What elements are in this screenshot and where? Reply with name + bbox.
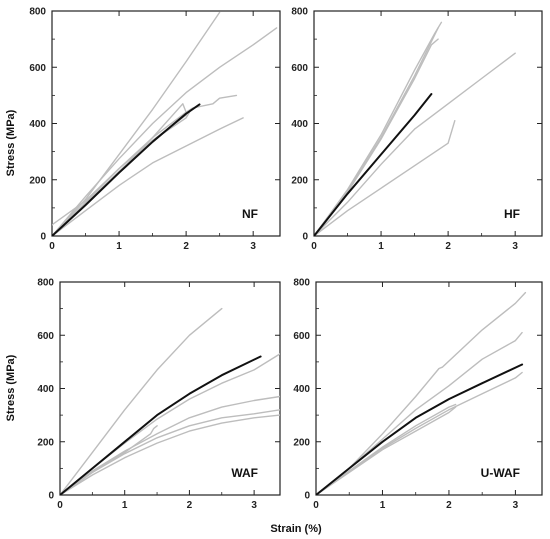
- panel-nf: 0 1 2 3 0 200 400 600 800 NF: [29, 7, 281, 252]
- y-tick-label: 400: [293, 384, 310, 395]
- specimen-curve: [316, 371, 523, 495]
- specimen-curve: [314, 38, 439, 236]
- x-tick-label: 1: [116, 241, 122, 252]
- x-tick-label: 0: [311, 241, 317, 252]
- x-tick-label: 0: [57, 500, 63, 511]
- average-curve: [316, 363, 524, 495]
- y-tick-label: 0: [48, 491, 54, 502]
- panel-u-waf: 0 1 2 3 0 200 400 600 800 U-WAF: [293, 278, 543, 511]
- series-group: [52, 11, 278, 236]
- x-axis-label: Strain (%): [270, 523, 322, 535]
- specimen-curve: [52, 11, 221, 236]
- y-tick-label: 0: [302, 232, 308, 243]
- panel-label: U-WAF: [481, 466, 520, 480]
- x-tick-label: 1: [380, 500, 386, 511]
- y-axis-label-bottom: Stress (MPa): [5, 354, 17, 421]
- y-tick-label: 600: [293, 331, 310, 342]
- x-tick-label: 3: [250, 241, 256, 252]
- y-tick-label: 400: [291, 119, 308, 130]
- specimen-curve: [316, 406, 457, 495]
- series-group: [316, 291, 527, 495]
- specimen-curve: [314, 27, 439, 236]
- series-group: [314, 21, 516, 236]
- specimen-curve: [60, 395, 280, 495]
- y-tick-label: 200: [293, 437, 310, 448]
- y-tick-label: 600: [37, 331, 54, 342]
- y-tick-label: 400: [29, 119, 46, 130]
- average-curve: [314, 93, 433, 236]
- x-tick-label: 0: [49, 241, 55, 252]
- x-tick-label: 2: [446, 500, 452, 511]
- y-tick-label: 200: [291, 175, 308, 186]
- specimen-curve: [52, 27, 278, 236]
- y-tick-label: 200: [37, 437, 54, 448]
- y-tick-label: 800: [37, 278, 54, 289]
- panel-hf: 0 1 2 3 0 200 400 600 800 HF: [291, 7, 543, 252]
- x-tick-label: 1: [378, 241, 384, 252]
- average-curve: [52, 103, 201, 236]
- y-tick-label: 800: [291, 7, 308, 18]
- y-tick-label: 0: [40, 232, 46, 243]
- x-tick-label: 2: [445, 241, 451, 252]
- plot-frame: [59, 281, 281, 496]
- x-tick-label: 1: [122, 500, 128, 511]
- specimen-curve: [314, 52, 516, 236]
- x-tick-label: 3: [251, 500, 257, 511]
- specimen-curve: [60, 414, 280, 495]
- average-curve: [60, 355, 262, 495]
- panel-waf: 0 1 2 3 0 200 400 600 800 WAF: [37, 278, 281, 511]
- x-tick-label: 2: [187, 500, 193, 511]
- y-tick-label: 600: [291, 63, 308, 74]
- x-tick-label: 2: [183, 241, 189, 252]
- specimen-curve: [60, 425, 158, 495]
- y-tick-label: 800: [29, 7, 46, 18]
- specimen-curve: [52, 117, 244, 236]
- y-tick-label: 400: [37, 384, 54, 395]
- plot-frame: [315, 281, 543, 496]
- x-tick-label: 0: [313, 500, 319, 511]
- specimen-curve: [60, 307, 223, 495]
- x-tick-label: 3: [513, 500, 519, 511]
- y-tick-label: 800: [293, 278, 310, 289]
- panel-label: WAF: [231, 466, 258, 480]
- x-tick-label: 3: [512, 241, 518, 252]
- y-axis-label-top: Stress (MPa): [5, 109, 17, 176]
- panel-label: HF: [504, 207, 520, 221]
- specimen-curve: [316, 291, 527, 495]
- specimen-curve: [314, 21, 443, 236]
- y-tick-label: 200: [29, 175, 46, 186]
- specimen-curve: [314, 120, 456, 236]
- y-tick-label: 0: [304, 491, 310, 502]
- series-group: [60, 307, 280, 495]
- y-tick-label: 600: [29, 63, 46, 74]
- panel-label: NF: [242, 207, 258, 221]
